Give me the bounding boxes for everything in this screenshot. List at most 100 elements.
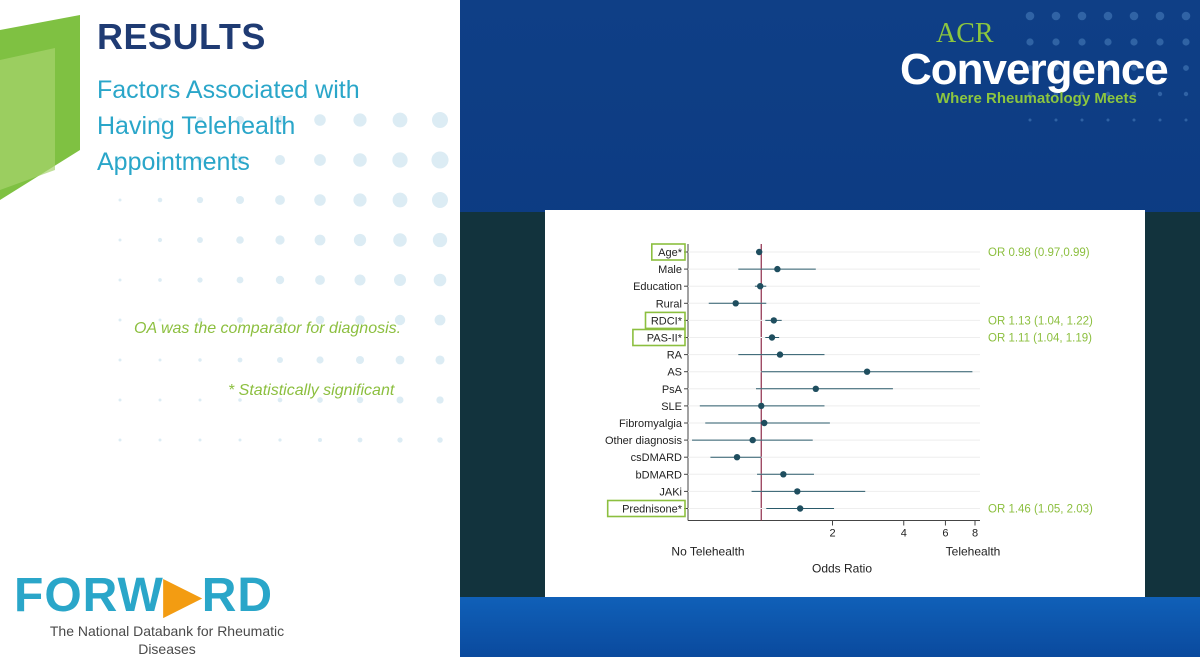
- decorative-dot: [1130, 38, 1138, 46]
- decorative-dot: [1131, 65, 1137, 71]
- or-point: [749, 436, 756, 444]
- decorative-dot: [276, 316, 284, 324]
- decorative-dot: [235, 115, 245, 125]
- decorative-dot: [317, 397, 323, 403]
- decorative-dot: [1080, 118, 1084, 122]
- x-tick-label: 2: [829, 528, 835, 540]
- or-point: [732, 300, 739, 307]
- row-label: Rural: [656, 298, 682, 310]
- or-annotation: OR 1.13 (1.04, 1.22): [988, 315, 1093, 327]
- row-label: RDCI*: [651, 315, 683, 327]
- decorative-dot: [118, 318, 122, 322]
- decorative-dot: [1077, 11, 1087, 21]
- decorative-dot-pattern: [118, 111, 449, 443]
- decorative-dot: [1183, 65, 1189, 71]
- decorative-dot: [198, 358, 202, 362]
- decorative-dot: [314, 234, 326, 246]
- decorative-dot: [1025, 11, 1035, 21]
- decorative-dot: [316, 356, 324, 364]
- x-tick-label: 4: [901, 528, 907, 540]
- decorative-dot: [235, 155, 245, 165]
- decorative-dot: [395, 355, 405, 365]
- forest-plot-container: 2 4 6 8 No Telehealth Telehealth Odds Ratio Age…: [545, 210, 1145, 597]
- acr-logo-main: Convergence: [900, 45, 1169, 94]
- decorative-dot: [394, 314, 406, 326]
- x-left-label: No Telehealth: [671, 545, 744, 559]
- decorative-dot: [436, 396, 444, 404]
- decorative-dot: [118, 438, 122, 442]
- decorative-dot: [118, 198, 122, 202]
- forward-logo-text-b: RD: [201, 569, 274, 622]
- decorative-dot: [434, 314, 446, 326]
- significance-box: [644, 311, 686, 330]
- decorative-dot: [118, 278, 122, 282]
- decorative-dot: [314, 114, 326, 126]
- decorative-dot: [1157, 65, 1163, 71]
- decorative-dot: [1079, 65, 1085, 71]
- row-label: SLE: [661, 401, 682, 413]
- row-label: Prednisone*: [622, 504, 683, 516]
- decorative-dot: [198, 438, 202, 442]
- decorative-dot: [197, 237, 203, 243]
- decorative-dot: [431, 191, 449, 209]
- decorative-dot: [1132, 118, 1136, 122]
- decorative-dot: [315, 275, 325, 285]
- decorative-dot: [158, 438, 162, 442]
- acr-logo-tagline: Where Rheumatology Meets: [936, 90, 1137, 107]
- decorative-dot: [433, 273, 447, 287]
- or-point: [758, 402, 765, 410]
- or-point: [761, 419, 768, 427]
- decorative-dot: [431, 111, 449, 129]
- decorative-dot: [158, 358, 162, 362]
- decorative-dot: [314, 194, 326, 206]
- or-point: [770, 317, 778, 324]
- decorative-dot: [354, 274, 366, 286]
- decorative-dot-pattern-right: [1025, 11, 1191, 122]
- significance-note: * Statistically significant: [228, 382, 395, 399]
- decorative-dot: [196, 196, 204, 204]
- decorative-dot: [355, 315, 365, 325]
- decorative-dot: [1131, 91, 1137, 97]
- decorative-dot: [435, 355, 445, 365]
- slide-subtitle: Factors Associated with Having Telehealt…: [97, 76, 360, 176]
- decorative-dot: [353, 113, 367, 127]
- green-accent-shape: [0, 15, 80, 200]
- slide-title: RESULTS: [97, 16, 266, 57]
- or-point: [733, 454, 741, 461]
- x-tick-label: 6: [942, 528, 948, 540]
- or-annotation: OR 0.98 (0.97,0.99): [988, 247, 1090, 259]
- decorative-dot: [196, 116, 204, 124]
- decorative-dot: [1052, 38, 1060, 46]
- significance-box: [651, 243, 686, 261]
- decorative-dot: [275, 235, 285, 245]
- row-label: PAS-II*: [647, 333, 683, 345]
- decorative-dot: [157, 157, 163, 163]
- x-tick-label: 8: [972, 528, 978, 540]
- decorative-dot: [237, 357, 243, 363]
- row-label: AS: [667, 367, 682, 379]
- decorative-dot: [317, 437, 323, 443]
- decorative-dot: [278, 438, 282, 442]
- decorative-dot: [396, 396, 404, 404]
- decorative-dot: [392, 152, 408, 168]
- decorative-dot: [1183, 91, 1189, 97]
- row-label: Fibromyalgia: [619, 418, 683, 430]
- decorative-dot: [431, 151, 449, 169]
- x-axis-title: Odds Ratio: [812, 562, 872, 576]
- forward-logo-subtitle: The National Databank for Rheumatic Dise…: [49, 623, 285, 657]
- decorative-dot: [118, 118, 122, 122]
- decorative-dot: [1028, 118, 1032, 122]
- decorative-dot: [118, 398, 122, 402]
- decorative-dot: [118, 158, 122, 162]
- forward-logo-text-a: FORW: [14, 569, 164, 622]
- decorative-dot: [1155, 11, 1165, 21]
- decorative-dot: [1129, 11, 1139, 21]
- row-label: JAKi: [659, 486, 682, 498]
- row-label: Male: [658, 264, 682, 276]
- row-label: Other diagnosis: [605, 435, 683, 447]
- decorative-dot: [1157, 91, 1163, 97]
- row-label: RA: [667, 350, 683, 362]
- decorative-dot: [432, 232, 448, 248]
- row-label: Age*: [658, 247, 683, 259]
- or-point: [863, 368, 871, 375]
